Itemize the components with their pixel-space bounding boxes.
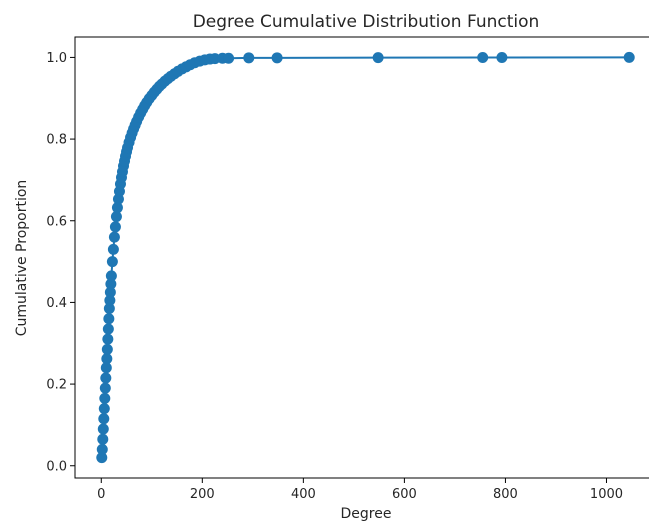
x-tick-label: 800 xyxy=(493,487,518,502)
cdf-series-line xyxy=(100,56,630,458)
data-point xyxy=(496,51,508,63)
data-point xyxy=(106,256,118,268)
y-tick-label: 0.4 xyxy=(46,296,67,311)
data-point xyxy=(110,211,122,223)
data-point xyxy=(109,221,121,233)
data-point xyxy=(271,52,283,64)
data-point xyxy=(223,52,235,64)
data-point xyxy=(107,243,119,255)
data-point xyxy=(623,51,635,63)
x-tick-label: 400 xyxy=(291,487,316,502)
data-point xyxy=(372,52,384,64)
plot-frame xyxy=(74,36,649,479)
data-point xyxy=(105,278,117,290)
data-point xyxy=(104,286,116,298)
x-axis: 0 200 400 600 800 1000 xyxy=(97,478,623,502)
y-tick-label: 0.8 xyxy=(46,133,67,148)
data-point xyxy=(105,270,117,282)
x-tick-label: 1000 xyxy=(590,487,623,502)
y-tick-label: 0.2 xyxy=(46,378,67,393)
y-tick-label: 0.0 xyxy=(46,459,67,474)
chart-title: Degree Cumulative Distribution Function xyxy=(193,12,540,32)
x-tick-label: 600 xyxy=(392,487,417,502)
data-point xyxy=(99,382,111,394)
data-point xyxy=(108,231,120,243)
data-point xyxy=(102,323,114,335)
y-axis: 0.0 0.2 0.4 0.6 0.8 1.0 xyxy=(46,51,75,474)
y-tick-label: 0.6 xyxy=(46,214,67,229)
data-point xyxy=(97,423,109,435)
data-point xyxy=(103,313,115,325)
x-tick-label: 200 xyxy=(190,487,215,502)
data-point xyxy=(104,294,116,306)
data-point xyxy=(102,333,114,345)
data-point xyxy=(477,52,489,64)
data-point xyxy=(111,202,123,214)
data-point xyxy=(101,343,113,355)
data-point xyxy=(97,433,109,445)
data-point xyxy=(98,413,110,425)
data-point xyxy=(103,303,115,315)
data-point xyxy=(101,353,113,365)
data-point xyxy=(100,362,112,374)
cdf-series-markers xyxy=(96,51,635,464)
data-point xyxy=(96,452,108,464)
x-tick-label: 0 xyxy=(97,487,105,502)
data-point xyxy=(100,372,112,384)
data-point xyxy=(243,52,255,64)
y-tick-label: 1.0 xyxy=(46,51,67,66)
data-point xyxy=(98,403,110,415)
data-point xyxy=(99,392,111,404)
data-point xyxy=(96,443,108,455)
y-axis-label: Cumulative Proportion xyxy=(14,180,30,337)
x-axis-label: Degree xyxy=(341,506,392,522)
